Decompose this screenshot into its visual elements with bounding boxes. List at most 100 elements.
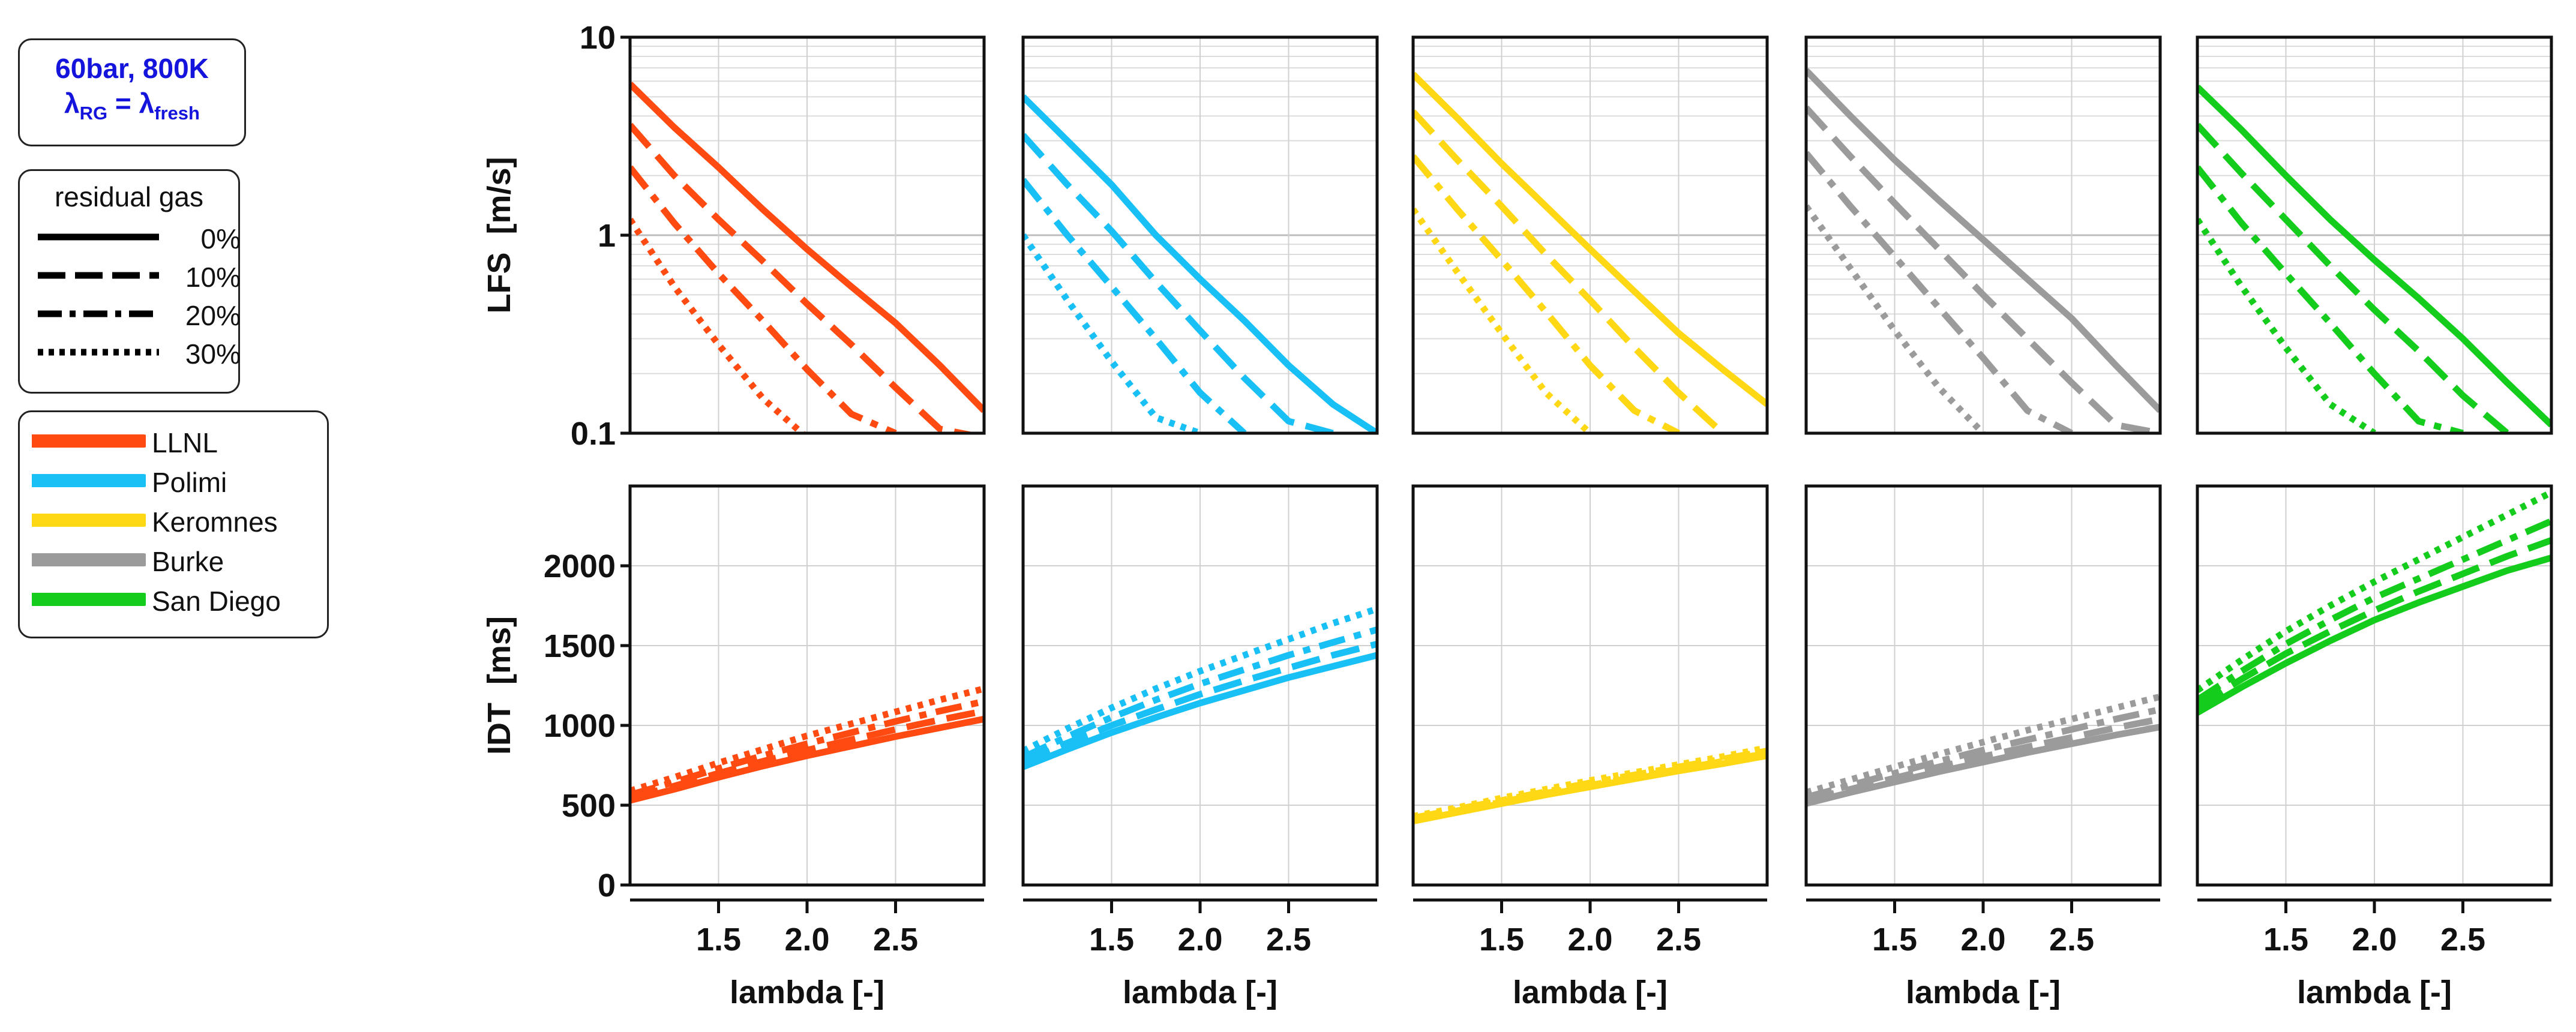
x-tick-label: 1.5 bbox=[1089, 922, 1134, 958]
idt-y-axis-title: IDT [ms] bbox=[481, 616, 517, 755]
lambda-sub-rg: RG bbox=[79, 103, 108, 124]
x-tick-label: 2.0 bbox=[784, 922, 829, 958]
model-swatch-icon bbox=[32, 434, 146, 448]
lfs-series-20pct bbox=[1806, 151, 2073, 433]
lfs-series-30pct bbox=[1806, 204, 1986, 433]
lfs-y-tick-label: 10 bbox=[580, 20, 616, 56]
idt-y-tick-label: 500 bbox=[562, 788, 616, 824]
lfs-series-group bbox=[2197, 85, 2551, 433]
idt-series-10pct bbox=[2197, 537, 2551, 709]
condition-line2: λRG = λfresh bbox=[20, 86, 244, 131]
residual-legend-item: 20% bbox=[37, 296, 241, 332]
residual-legend-item: 0% bbox=[37, 219, 241, 255]
idt-panel-frame bbox=[1804, 484, 2162, 887]
idt-series-0pct bbox=[630, 716, 984, 804]
idt-y-tick-label: 1500 bbox=[544, 628, 616, 664]
idt-y-tick-label: 2000 bbox=[544, 548, 616, 584]
idt-series-group bbox=[1023, 605, 1377, 770]
lfs-series-20pct bbox=[1413, 154, 1680, 433]
idt-series-group bbox=[2197, 489, 2551, 716]
idt-series-0pct bbox=[2197, 554, 2551, 716]
lfs-series-10pct bbox=[1806, 105, 2160, 433]
condition-line1: 60bar, 800K bbox=[55, 53, 209, 84]
lfs-y-axis-title: LFS [m/s] bbox=[481, 157, 517, 313]
x-tick-label: 2.5 bbox=[1656, 922, 1701, 958]
idt-panel-frame bbox=[1411, 484, 1769, 887]
model-legend: LLNL Polimi Keromnes Burke San Diego bbox=[18, 410, 329, 638]
lfs-series-20pct bbox=[2197, 165, 2464, 433]
idt-series-20pct bbox=[1023, 626, 1377, 761]
model-legend-item: Burke bbox=[32, 542, 332, 580]
x-tick-label: 1.5 bbox=[2263, 922, 2308, 958]
lfs-panel-frame bbox=[1021, 35, 1379, 435]
idt-series-group bbox=[630, 685, 984, 804]
x-axis-title: lambda [-] bbox=[1906, 974, 2061, 1010]
residual-gas-legend: residual gas 0% 10% 20% 30% bbox=[18, 169, 241, 394]
model-swatch-icon bbox=[32, 474, 146, 487]
x-tick-label: 1.5 bbox=[1872, 922, 1917, 958]
idt-series-30pct bbox=[1413, 744, 1767, 820]
x-tick-label: 1.5 bbox=[696, 922, 741, 958]
x-tick-label: 2.0 bbox=[1567, 922, 1612, 958]
x-tick-label: 2.0 bbox=[2352, 922, 2397, 958]
idt-series-10pct bbox=[630, 707, 984, 802]
model-swatch-icon bbox=[32, 553, 146, 566]
lfs-series-30pct bbox=[1413, 207, 1593, 433]
model-legend-item: LLNL bbox=[32, 423, 332, 461]
equals-sign: = bbox=[107, 88, 139, 119]
idt-panel-frame bbox=[2196, 484, 2553, 887]
x-tick-label: 2.0 bbox=[1177, 922, 1222, 958]
lfs-series-group bbox=[1023, 94, 1377, 433]
idt-series-20pct bbox=[1806, 706, 2160, 801]
residual-label-0: 0% bbox=[200, 223, 241, 254]
residual-label-30: 30% bbox=[185, 338, 241, 370]
line-dash-icon bbox=[38, 272, 159, 279]
residual-legend-item: 30% bbox=[37, 334, 241, 370]
model-label: San Diego bbox=[152, 586, 281, 617]
lfs-series-group bbox=[1413, 71, 1767, 433]
residual-legend-item: 10% bbox=[37, 257, 241, 293]
lfs-series-0pct bbox=[2197, 85, 2551, 428]
model-label: Keromnes bbox=[152, 506, 278, 538]
residual-label-10: 10% bbox=[185, 262, 241, 293]
idt-panel-frame bbox=[1021, 484, 1379, 887]
idt-panel-frame bbox=[628, 484, 986, 887]
lfs-panel-frame bbox=[2196, 35, 2553, 435]
x-tick-label: 2.5 bbox=[873, 922, 918, 958]
lfs-series-30pct bbox=[2197, 217, 2377, 433]
idt-series-20pct bbox=[630, 698, 984, 798]
lfs-series-group bbox=[1806, 68, 2160, 433]
residual-label-20: 20% bbox=[185, 300, 241, 331]
x-axis-title: lambda [-] bbox=[2297, 974, 2452, 1010]
x-axis-title: lambda [-] bbox=[1123, 974, 1277, 1010]
lfs-series-0pct bbox=[630, 82, 984, 413]
line-dashdot-icon bbox=[38, 310, 159, 317]
x-axis-title: lambda [-] bbox=[730, 974, 884, 1010]
idt-grid bbox=[1413, 486, 1767, 885]
lfs-series-30pct bbox=[630, 217, 807, 433]
x-tick-label: 1.5 bbox=[1479, 922, 1524, 958]
lfs-series-0pct bbox=[1023, 94, 1377, 433]
idt-series-group bbox=[1413, 744, 1767, 824]
idt-y-tick-label: 0 bbox=[598, 868, 616, 904]
idt-series-30pct bbox=[630, 685, 984, 794]
idt-series-20pct bbox=[2197, 518, 2551, 703]
idt-series-10pct bbox=[1806, 716, 2160, 804]
x-tick-label: 2.5 bbox=[2440, 922, 2485, 958]
lfs-grid bbox=[1023, 37, 1377, 434]
condition-legend: 60bar, 800K λRG = λfresh bbox=[18, 38, 246, 146]
model-legend-item: Keromnes bbox=[32, 502, 332, 541]
lfs-series-30pct bbox=[1023, 233, 1201, 433]
idt-grid bbox=[1023, 486, 1377, 885]
lfs-series-20pct bbox=[1023, 178, 1247, 433]
model-legend-item: San Diego bbox=[32, 581, 332, 620]
lfs-series-10pct bbox=[2197, 122, 2509, 433]
lfs-series-10pct bbox=[1413, 109, 1726, 433]
lambda-sub-fresh: fresh bbox=[154, 103, 200, 124]
model-swatch-icon bbox=[32, 514, 146, 527]
lfs-series-0pct bbox=[1806, 68, 2160, 413]
idt-y-tick-label: 1000 bbox=[544, 708, 616, 744]
idt-grid bbox=[2197, 486, 2551, 885]
lfs-series-0pct bbox=[1413, 71, 1767, 407]
